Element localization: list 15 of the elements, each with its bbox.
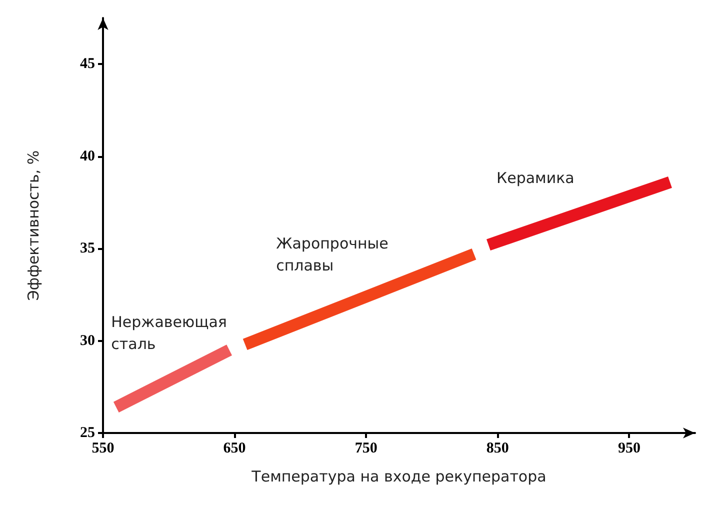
y-axis-title: Эффективность, % bbox=[24, 150, 42, 301]
y-tick-label: 25 bbox=[80, 425, 95, 441]
x-tick-label: 750 bbox=[354, 440, 378, 456]
y-tick-label: 30 bbox=[80, 332, 95, 349]
x-tick-label: 550 bbox=[92, 440, 114, 456]
x-axis-title: Температура на входе рекуператора bbox=[250, 468, 546, 486]
series-label: Керамика bbox=[496, 168, 574, 187]
y-tick-label: 40 bbox=[80, 148, 95, 164]
series-label: Нержавеющая сталь bbox=[111, 313, 227, 354]
y-tick-label: 45 bbox=[80, 56, 95, 72]
y-tick-label: 35 bbox=[80, 240, 95, 257]
x-tick-label: 850 bbox=[486, 440, 509, 456]
x-tick-label: 650 bbox=[223, 440, 246, 456]
series-label: Жаропрочные сплавы bbox=[276, 234, 388, 274]
x-tick-label: 950 bbox=[618, 440, 640, 456]
